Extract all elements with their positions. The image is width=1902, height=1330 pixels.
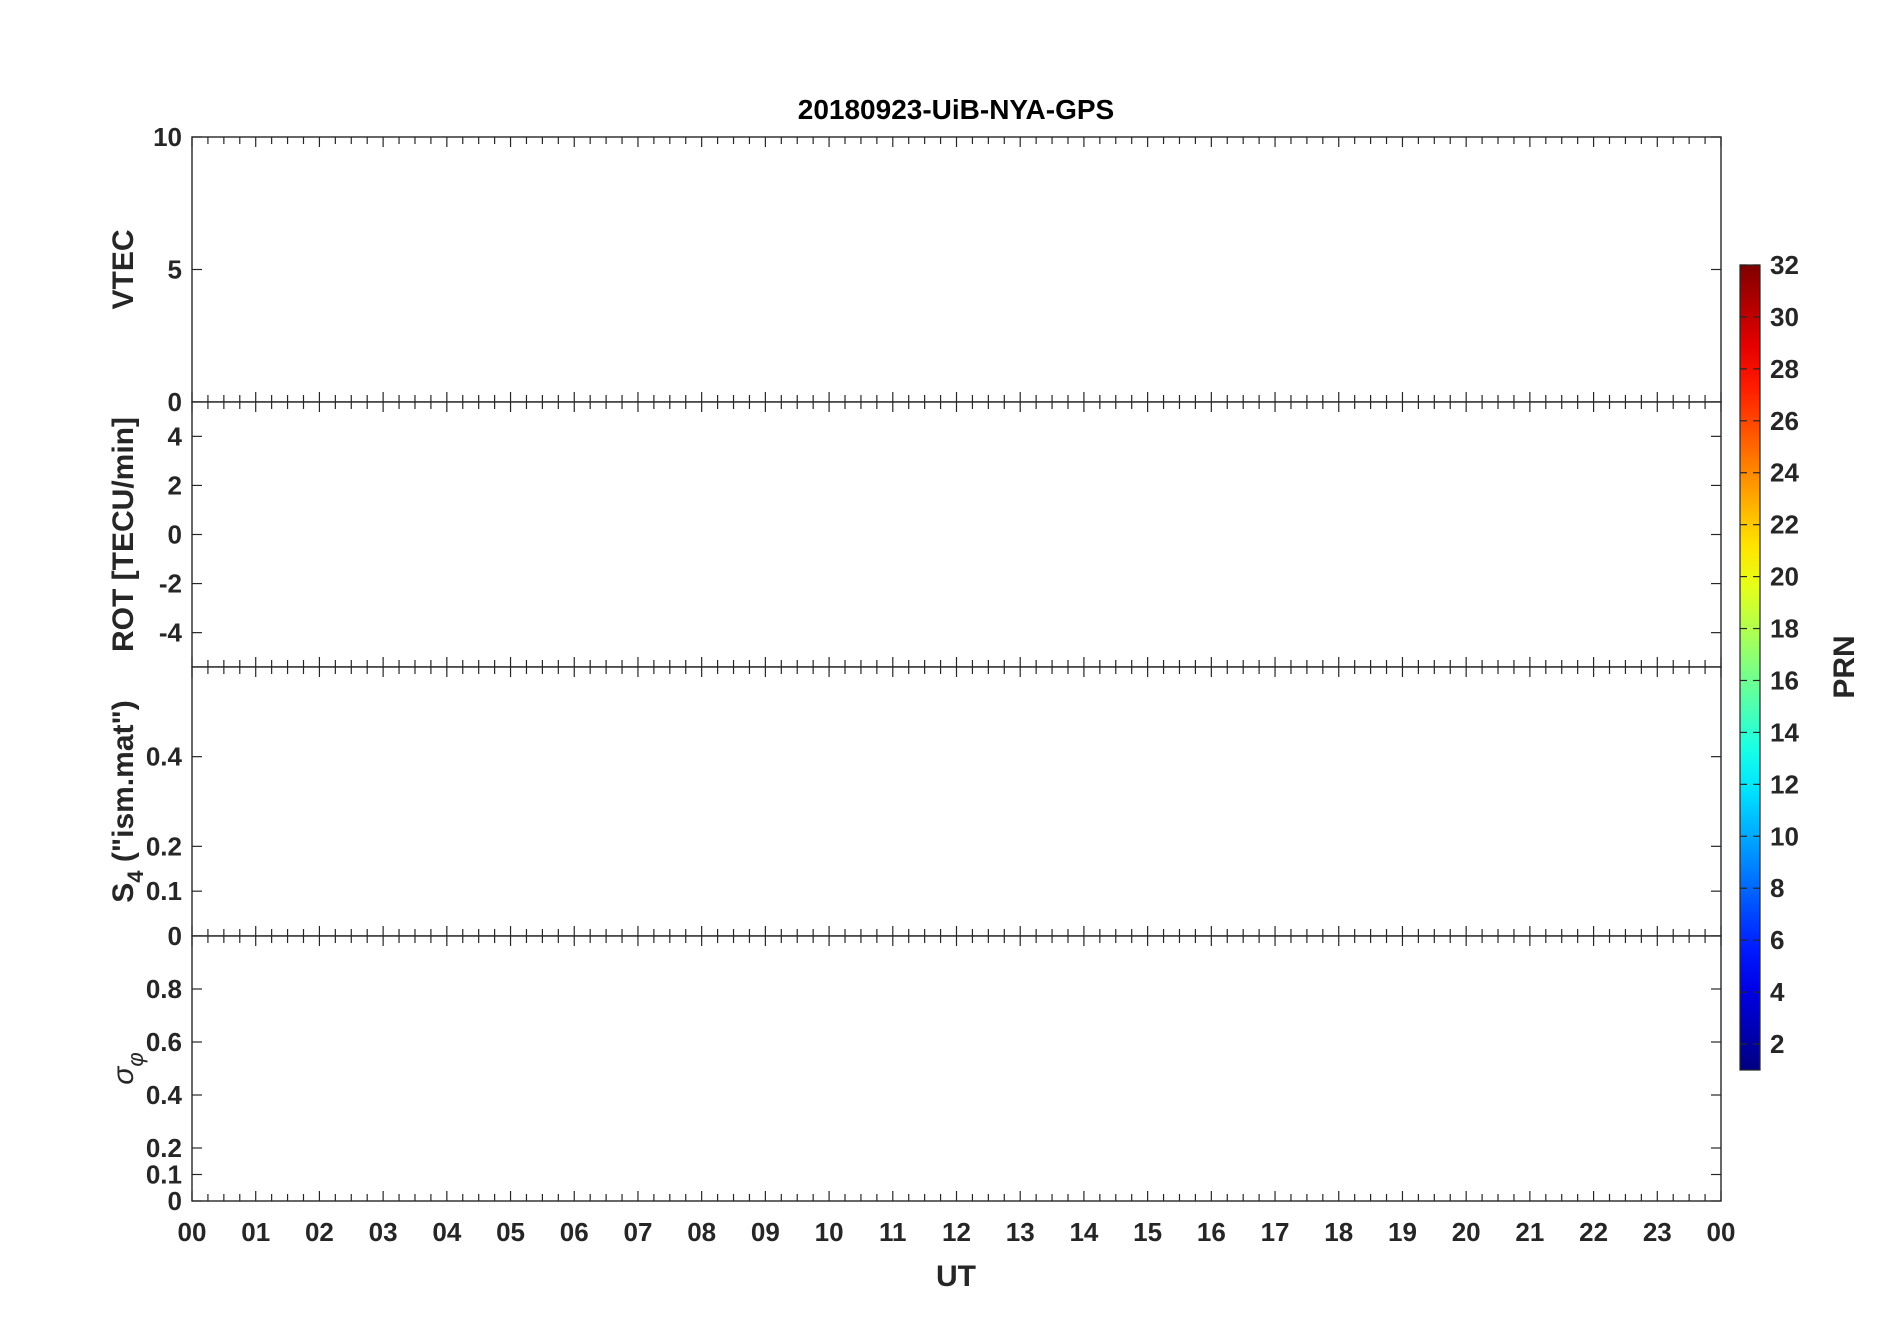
- y-label-main: σ: [107, 1065, 140, 1085]
- x-tick-label: 23: [1643, 1217, 1672, 1247]
- x-tick-label: 08: [687, 1217, 716, 1247]
- y-tick-label: -4: [159, 618, 183, 648]
- colorbar-tick-label: 10: [1770, 821, 1799, 851]
- y-tick-label: 0: [168, 1186, 182, 1216]
- x-tick-label: 12: [942, 1217, 971, 1247]
- x-tick-label: 16: [1197, 1217, 1226, 1247]
- colorbar-tick-label: 26: [1770, 406, 1799, 436]
- panel-frame: [191, 401, 1722, 668]
- y-label-main: S: [107, 883, 140, 903]
- y-tick-label: 0.4: [146, 1080, 183, 1110]
- x-tick-label: 15: [1133, 1217, 1162, 1247]
- colorbar-gradient: [1739, 264, 1761, 1071]
- x-tick-label: 04: [432, 1217, 461, 1247]
- panel-frame: [191, 935, 1722, 1202]
- colorbar-tick-label: 12: [1770, 769, 1799, 799]
- y-tick-label: 5: [168, 255, 182, 285]
- x-tick-label: 11: [879, 1217, 907, 1247]
- x-tick-labels: 00 01 02 03 04 05 06 07 08 09 10 11 12 13 14 15 16 17 18 19…: [178, 1217, 1736, 1247]
- colorbar-tick-label: 22: [1770, 510, 1799, 540]
- y-label-rest: ("ism.mat"): [107, 700, 140, 870]
- x-tick-label: 20: [1452, 1217, 1481, 1247]
- y-axis-label-vtec: VTEC: [107, 229, 140, 309]
- x-tick-label: 01: [241, 1217, 270, 1247]
- colorbar-tick-label: 30: [1770, 302, 1799, 332]
- y-tick-label: 0: [168, 921, 182, 951]
- panel-vtec: 0 5 10 VTEC: [107, 122, 1722, 417]
- x-tick-label: 13: [1006, 1217, 1035, 1247]
- colorbar-tick-label: 18: [1770, 614, 1799, 644]
- x-tick-label: 14: [1069, 1217, 1098, 1247]
- y-label-sub: 4: [123, 870, 148, 883]
- x-tick-label: 05: [496, 1217, 525, 1247]
- y-tick-label: 0: [168, 520, 182, 550]
- panel-frame: [191, 136, 1722, 403]
- x-tick-label: 19: [1388, 1217, 1417, 1247]
- x-tick-label: 09: [751, 1217, 780, 1247]
- colorbar-tick-label: 28: [1770, 354, 1799, 384]
- colorbar-tick-label: 14: [1770, 717, 1799, 747]
- panel-sigma-phi: 00.10.2 0.4 0.6 0.8 σφ: [107, 935, 1722, 1216]
- colorbar-tick-label: 16: [1770, 665, 1799, 695]
- y-tick-label: 0.4: [146, 742, 183, 772]
- colorbar-tick-label: 2: [1770, 1029, 1784, 1059]
- x-tick-label: 17: [1261, 1217, 1290, 1247]
- y-axis-label-s4: S4 ("ism.mat"): [107, 700, 148, 902]
- colorbar-tick-label: 32: [1770, 250, 1799, 280]
- colorbar-tick-label: 4: [1770, 977, 1785, 1007]
- y-label-sub: φ: [123, 1052, 148, 1066]
- y-tick-label: 10: [153, 122, 182, 152]
- y-tick-label: 0.1: [146, 1160, 182, 1190]
- x-tick-label: 21: [1515, 1217, 1544, 1247]
- panel-rot: -4 -2 0 2 4 ROT [TECU/min]: [107, 401, 1722, 668]
- y-tick-label: 0.8: [146, 974, 182, 1004]
- panel-frame: [191, 666, 1722, 937]
- y-tick-label: 4: [168, 421, 183, 451]
- y-tick-label: 0.6: [146, 1027, 182, 1057]
- x-tick-label: 18: [1324, 1217, 1353, 1247]
- y-axis-label-sigma-phi: σφ: [107, 1052, 148, 1084]
- colorbar-tick-label: 24: [1770, 458, 1799, 488]
- y-tick-label: 0.2: [146, 1133, 182, 1163]
- chart-title: 20180923-UiB-NYA-GPS: [798, 94, 1114, 125]
- x-axis-label: UT: [936, 1260, 976, 1293]
- colorbar-tick-label: 6: [1770, 925, 1784, 955]
- y-tick-label: 0: [168, 387, 182, 417]
- colorbar-tick-label: 20: [1770, 562, 1799, 592]
- y-tick-label: 0.2: [146, 831, 182, 861]
- x-tick-label: 00: [1707, 1217, 1736, 1247]
- x-tick-label: 06: [560, 1217, 589, 1247]
- colorbar-label: PRN: [1828, 635, 1861, 698]
- y-tick-label: -2: [159, 569, 182, 599]
- y-axis-label-rot: ROT [TECU/min]: [107, 417, 140, 652]
- y-tick-label: 0.1: [146, 876, 182, 906]
- colorbar-tick-label: 8: [1770, 873, 1784, 903]
- x-tick-label: 22: [1579, 1217, 1608, 1247]
- x-tick-label: 02: [305, 1217, 334, 1247]
- panel-s4: 00.10.20.4S4 ("ism.mat"): [107, 666, 1722, 951]
- x-tick-label: 10: [815, 1217, 844, 1247]
- x-tick-label: 07: [623, 1217, 652, 1247]
- x-tick-label: 03: [369, 1217, 398, 1247]
- x-tick-label: 00: [178, 1217, 207, 1247]
- y-tick-label: 2: [168, 470, 182, 500]
